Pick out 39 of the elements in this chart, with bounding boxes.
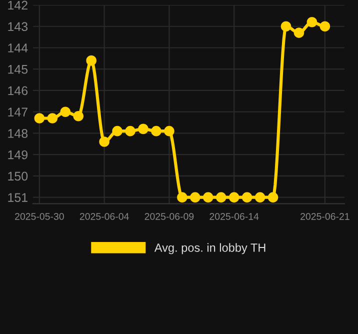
point [112, 126, 122, 136]
point [60, 106, 71, 118]
point [47, 113, 58, 124]
y-tick-label: 143 [8, 22, 28, 32]
point [320, 21, 330, 32]
y-tick-label: 142 [8, 0, 28, 10]
point [242, 192, 252, 202]
point [228, 192, 240, 202]
point [202, 192, 214, 202]
x-tick-label: 2025-06-14 [210, 213, 259, 220]
point [73, 110, 84, 122]
point [306, 16, 318, 28]
point [34, 113, 45, 124]
point [254, 192, 266, 202]
x-tick-label: 2025-05-30 [15, 213, 64, 220]
y-tick-label: 147 [8, 108, 28, 116]
point [216, 192, 226, 202]
point [151, 126, 162, 136]
point [86, 55, 96, 66]
y-tick-label: 146 [8, 86, 28, 96]
legend-label: Avg. pos. in lobby TH [154, 243, 266, 254]
y-tick-label: 144 [8, 44, 28, 52]
point [294, 28, 304, 38]
x-tick-label: 2025-06-04 [80, 213, 129, 220]
point [280, 21, 292, 32]
y-tick-label: 151 [8, 193, 28, 202]
y-tick-label: 149 [8, 150, 28, 160]
point [138, 124, 148, 134]
y-tick-label: 150 [8, 172, 28, 181]
point [190, 192, 200, 202]
point [99, 136, 110, 147]
point [164, 126, 174, 136]
point [125, 126, 136, 136]
point [268, 192, 278, 202]
x-tick-label: 2025-06-21 [300, 213, 350, 220]
x-tick-label: 2025-06-09 [144, 213, 194, 220]
point [177, 192, 188, 202]
y-tick-label: 145 [8, 65, 28, 74]
y-tick-label: 148 [8, 129, 28, 138]
